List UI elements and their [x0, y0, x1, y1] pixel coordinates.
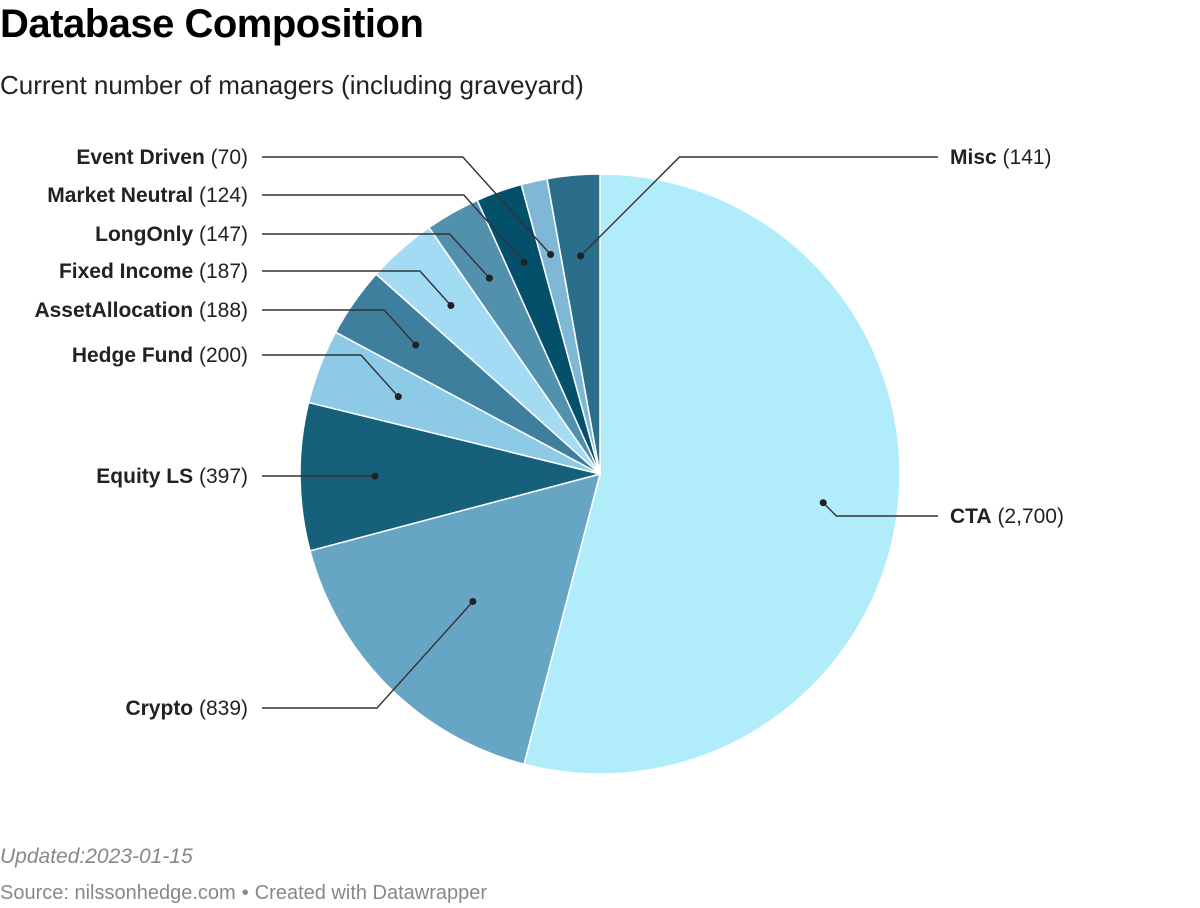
chart-title: Database Composition	[0, 2, 424, 46]
slice-label-market-neutral: Market Neutral (124)	[47, 184, 248, 207]
leader-line-hedge-fund	[262, 354, 399, 398]
footer: Source: nilssonhedge.com • Created with Da…	[0, 882, 487, 905]
slice-label-equity-ls: Equity LS (397)	[96, 465, 248, 488]
slice-label-value: (187)	[193, 260, 248, 283]
leader-dot-crypto	[469, 598, 477, 605]
slice-label-value: (141)	[997, 146, 1052, 169]
slice-label-name: Crypto	[125, 697, 193, 720]
slice-label-value: (2,700)	[992, 505, 1064, 528]
leader-dot-hedge-fund	[394, 393, 402, 401]
footer-separator: •	[241, 882, 249, 904]
slice-label-cta: CTA (2,700)	[950, 505, 1064, 528]
leader-line-crypto	[262, 601, 474, 709]
slice-label-value: (200)	[193, 344, 248, 367]
leader-line-cta	[822, 502, 938, 517]
slice-label-value: (397)	[193, 465, 248, 488]
leader-line-assetallocation	[262, 309, 417, 346]
slice-label-name: LongOnly	[95, 223, 193, 246]
leader-lines	[262, 156, 938, 709]
slice-label-name: Misc	[950, 146, 997, 169]
leader-line-longonly	[262, 233, 490, 279]
slice-labels: CTA (2,700) Crypto (839) Equity LS (397) He…	[34, 146, 1064, 720]
leader-line-market-neutral	[262, 194, 525, 263]
pie-slices	[299, 173, 901, 775]
slice-label-name: Hedge Fund	[72, 344, 193, 367]
slice-label-value: (839)	[193, 697, 248, 720]
updated-note: Updated:2023-01-15	[0, 845, 193, 868]
credit-note: Created with Datawrapper	[254, 882, 488, 904]
slice-label-value: (188)	[193, 299, 248, 322]
leader-dot-longonly	[485, 274, 493, 282]
chart-subtitle: Current number of managers (including gr…	[0, 70, 584, 100]
leader-dot-equity-ls	[371, 472, 379, 480]
leader-dot-market-neutral	[520, 258, 528, 266]
slice-label-longonly: LongOnly (147)	[95, 223, 248, 246]
slice-label-name: Event Driven	[76, 146, 204, 169]
leader-dot-fixed-income	[447, 302, 455, 309]
leader-dot-assetallocation	[412, 341, 420, 349]
slice-label-name: Equity LS	[96, 465, 193, 488]
pie-slice-equity-ls	[299, 401, 601, 552]
leader-dot-misc	[577, 252, 585, 260]
slice-label-value: (147)	[193, 223, 248, 246]
slice-label-crypto: Crypto (839)	[125, 697, 248, 720]
pie-slice-cta	[523, 173, 901, 775]
slice-label-name: Market Neutral	[47, 184, 193, 207]
slice-label-hedge-fund: Hedge Fund (200)	[72, 344, 248, 367]
slice-label-misc: Misc (141)	[950, 146, 1052, 169]
leader-dot-cta	[819, 499, 827, 507]
leader-line-misc	[580, 156, 938, 257]
source-note: Source: nilssonhedge.com	[0, 882, 236, 904]
slice-label-name: AssetAllocation	[34, 299, 193, 322]
slice-label-name: Fixed Income	[59, 260, 193, 283]
leader-dot-event-driven	[547, 251, 555, 258]
pie-slice-crypto	[309, 472, 602, 766]
slice-label-value: (124)	[193, 184, 248, 207]
leader-line-fixed-income	[262, 270, 452, 306]
slice-label-name: CTA	[950, 505, 992, 528]
slice-label-assetallocation: AssetAllocation (188)	[34, 299, 248, 322]
slice-label-event-driven: Event Driven (70)	[76, 146, 248, 169]
slice-label-fixed-income: Fixed Income (187)	[59, 260, 248, 283]
slice-label-value: (70)	[205, 146, 248, 169]
leader-line-event-driven	[262, 156, 552, 255]
